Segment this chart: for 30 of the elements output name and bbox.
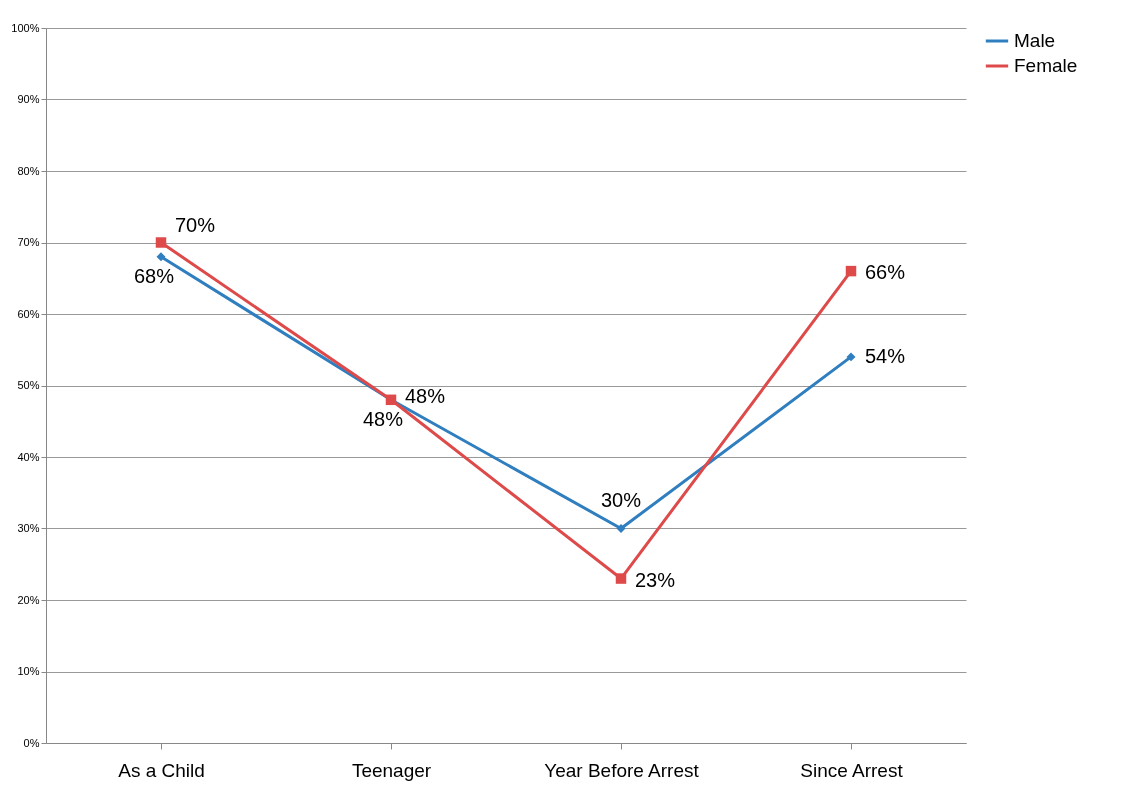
y-tick-label: 50% (17, 379, 40, 391)
y-tick-label: 90% (17, 93, 40, 105)
data-label: 66% (865, 261, 906, 284)
y-tick-label: 0% (23, 736, 40, 749)
y-tick-label: 10% (17, 665, 40, 677)
point (846, 352, 856, 362)
y-tick-label: 80% (17, 164, 40, 177)
y-tick-label: 30% (17, 522, 40, 534)
y-tick-label: 20% (17, 593, 40, 606)
x-tick-label: Since Arrest (800, 759, 904, 781)
x-tick-label: Teenager (351, 759, 432, 781)
data-label: 23% (635, 568, 676, 591)
data-label: 70% (175, 213, 216, 236)
point (845, 265, 857, 277)
y-tick-label: 60% (17, 307, 40, 320)
point (156, 252, 166, 262)
point (615, 573, 627, 584)
y-tick-label: 40% (17, 450, 40, 463)
data-label: 48% (362, 407, 404, 430)
x-tick-label: As a Child (118, 759, 205, 781)
x-tick-label: Year Before Arrest (544, 759, 700, 781)
data-label: 68% (133, 264, 175, 287)
y-tick-label: 100% (11, 21, 40, 34)
y-tick-label: 70% (17, 236, 40, 248)
legend-label: Male (1014, 30, 1056, 51)
data-label: 54% (865, 344, 906, 367)
data-label: 48% (405, 384, 446, 407)
data-label: 30% (600, 488, 642, 511)
legend-label: Female (1014, 55, 1078, 76)
point (155, 237, 167, 248)
